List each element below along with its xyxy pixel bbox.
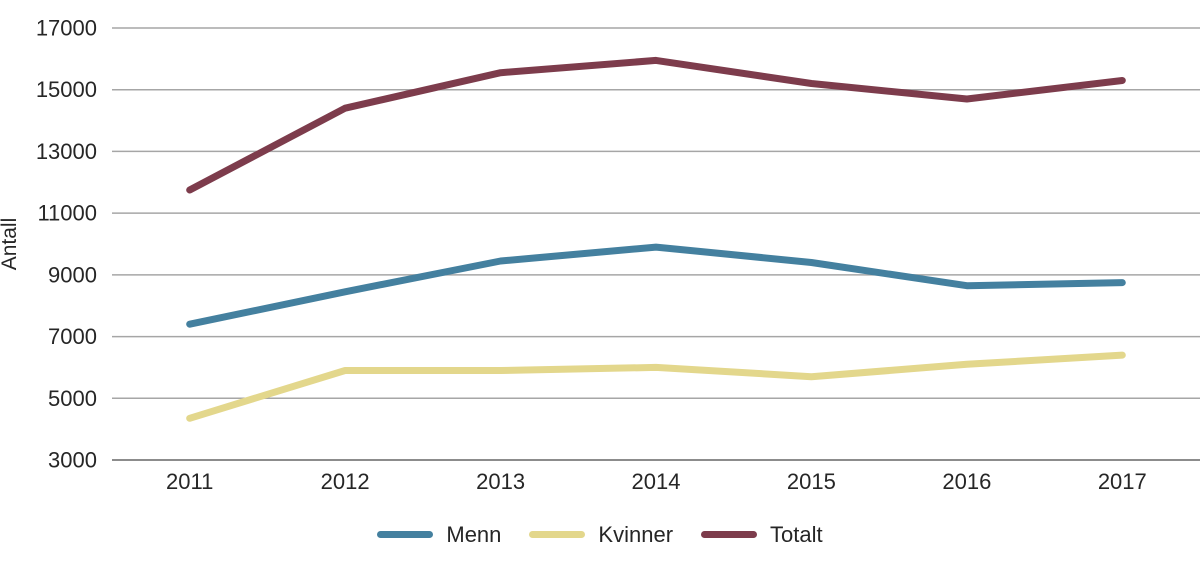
x-tick-label: 2013: [476, 469, 525, 494]
x-tick-label: 2016: [942, 469, 991, 494]
legend-swatch-totalt: [701, 531, 758, 538]
legend-item-totalt: Totalt: [701, 521, 823, 547]
series-line-menn: [186, 243, 1126, 328]
series-line-kvinner: [186, 351, 1126, 422]
y-tick-label: 3000: [48, 448, 97, 473]
legend-swatch-kvinner: [529, 531, 586, 538]
x-tick-label: 2014: [632, 469, 681, 494]
y-tick-label: 17000: [36, 16, 97, 41]
y-tick-label: 13000: [36, 139, 97, 164]
legend-label: Totalt: [770, 521, 823, 547]
x-tick-label: 2017: [1098, 469, 1147, 494]
y-tick-label: 5000: [48, 386, 97, 411]
y-tick-label: 9000: [48, 262, 97, 287]
y-tick-label: 15000: [36, 77, 97, 102]
legend-item-kvinner: Kvinner: [529, 521, 674, 547]
legend-label: Menn: [446, 521, 502, 547]
x-tick-label: 2012: [321, 469, 370, 494]
y-tick-label: 7000: [48, 324, 97, 349]
chart-legend: Menn Kvinner Totalt: [0, 505, 1200, 564]
series-line-totalt: [186, 56, 1126, 194]
y-axis-title: Antall: [0, 218, 21, 271]
x-tick-label: 2011: [166, 469, 213, 494]
legend-item-menn: Menn: [377, 521, 502, 547]
line-chart: 3000 5000 7000 9000 11000 13000 15000 17000 Anta…: [0, 16, 1200, 494]
x-tick-label: 2015: [787, 469, 836, 494]
y-tick-label: 11000: [37, 201, 97, 226]
legend-swatch-menn: [377, 531, 434, 538]
legend-label: Kvinner: [598, 521, 674, 547]
